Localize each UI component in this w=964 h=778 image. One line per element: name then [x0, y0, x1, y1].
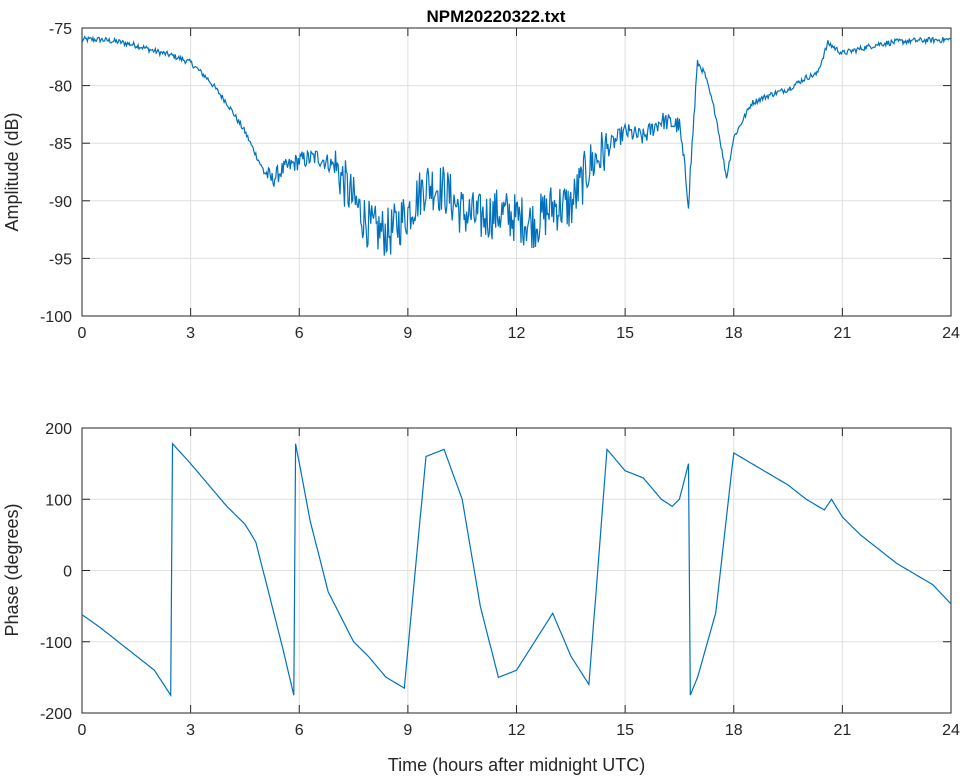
amplitude-series-line [81, 35, 952, 256]
x-tick-label: 18 [725, 325, 743, 342]
x-tick-label: 24 [942, 722, 960, 739]
chart-title: NPM20220322.txt [427, 7, 566, 26]
x-tick-label: 9 [403, 325, 412, 342]
x-tick-label: 12 [508, 325, 526, 342]
x-tick-label: 0 [78, 722, 87, 739]
y-tick-label: -200 [40, 706, 72, 723]
y-tick-label: 100 [45, 492, 72, 509]
x-tick-label: 0 [78, 325, 87, 342]
phase-panel: 0 3 6 9 12 15 18 21 24 200 100 0 -100 -200 Phase (degr… [2, 421, 960, 775]
x-tick-label: 15 [616, 325, 634, 342]
y-tick-label: -80 [49, 79, 72, 96]
y-tick-label: -100 [40, 309, 72, 326]
y-tick-label: -100 [40, 635, 72, 652]
x-tick-label: 21 [833, 722, 851, 739]
x-tick-label: 3 [186, 325, 195, 342]
x-axis-label: Time (hours after midnight UTC) [388, 755, 645, 775]
amplitude-panel: 0 3 6 9 12 15 18 21 24 -75 -80 -85 -90 -95 -100 Amplitu… [2, 21, 960, 342]
y-tick-label: -90 [49, 194, 72, 211]
x-tick-label: 24 [942, 325, 960, 342]
x-tick-label: 6 [295, 325, 304, 342]
x-tick-label: 18 [725, 722, 743, 739]
x-tick-label: 9 [403, 722, 412, 739]
x-tick-label: 15 [616, 722, 634, 739]
x-tick-label: 21 [833, 325, 851, 342]
x-tick-label: 12 [508, 722, 526, 739]
phase-series-line [81, 442, 952, 698]
phase-y-axis-label: Phase (degrees) [2, 503, 22, 636]
x-tick-label: 3 [186, 722, 195, 739]
y-tick-label: -75 [49, 21, 72, 38]
y-tick-label: -95 [49, 251, 72, 268]
y-tick-label: 0 [63, 564, 72, 581]
x-tick-label: 6 [295, 722, 304, 739]
amplitude-y-axis-label: Amplitude (dB) [2, 112, 22, 231]
y-tick-label: 200 [45, 421, 72, 438]
y-tick-label: -85 [49, 136, 72, 153]
